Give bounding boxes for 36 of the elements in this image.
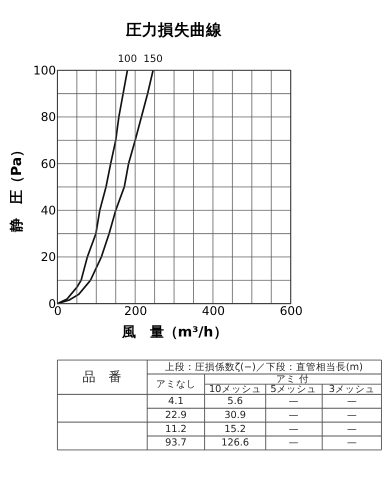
x-axis-title: 風 量（m³/h） — [120, 324, 228, 340]
text: — — [288, 424, 299, 435]
text: — — [288, 410, 299, 421]
text: 5.6 — [227, 396, 243, 408]
text: 10メッシュ — [208, 384, 262, 396]
x-tick-label: 400 — [202, 304, 225, 318]
text: — — [346, 410, 357, 421]
chart-title: 圧力損失曲線 — [125, 20, 224, 40]
text: 30.9 — [224, 410, 246, 421]
text: 22.9 — [165, 410, 187, 421]
x-tick-label: 200 — [124, 304, 148, 318]
text: — — [346, 424, 357, 435]
y-tick-label: 20 — [40, 250, 56, 264]
text: — — [346, 396, 357, 408]
text: アミなし — [156, 378, 196, 390]
y-tick-label: 40 — [40, 203, 56, 218]
text: — — [288, 396, 299, 408]
y-axis-title: 静 圧（Pa） — [9, 142, 26, 234]
y-tick-label: 60 — [40, 156, 56, 171]
text: アミ 付 — [276, 374, 310, 385]
text: 4.1 — [168, 396, 184, 408]
text: 11.2 — [165, 424, 187, 435]
series-label: 150 — [143, 54, 163, 65]
series-label: 100 — [118, 54, 138, 65]
text: 126.6 — [221, 438, 250, 449]
text: 品 番 — [82, 370, 122, 385]
y-tick-label: 80 — [40, 110, 56, 124]
text: 15.2 — [224, 424, 246, 435]
text: 3メッシュ — [328, 384, 375, 396]
x-tick-label: 600 — [280, 304, 303, 318]
text: 5メッシュ — [270, 384, 317, 396]
text: — — [346, 438, 357, 449]
text: — — [288, 438, 299, 449]
text: 93.7 — [165, 438, 187, 449]
y-tick-label: 100 — [33, 63, 56, 78]
text: 上段：圧損係数ζ(−)／下段：直管相当長(m) — [164, 360, 363, 373]
